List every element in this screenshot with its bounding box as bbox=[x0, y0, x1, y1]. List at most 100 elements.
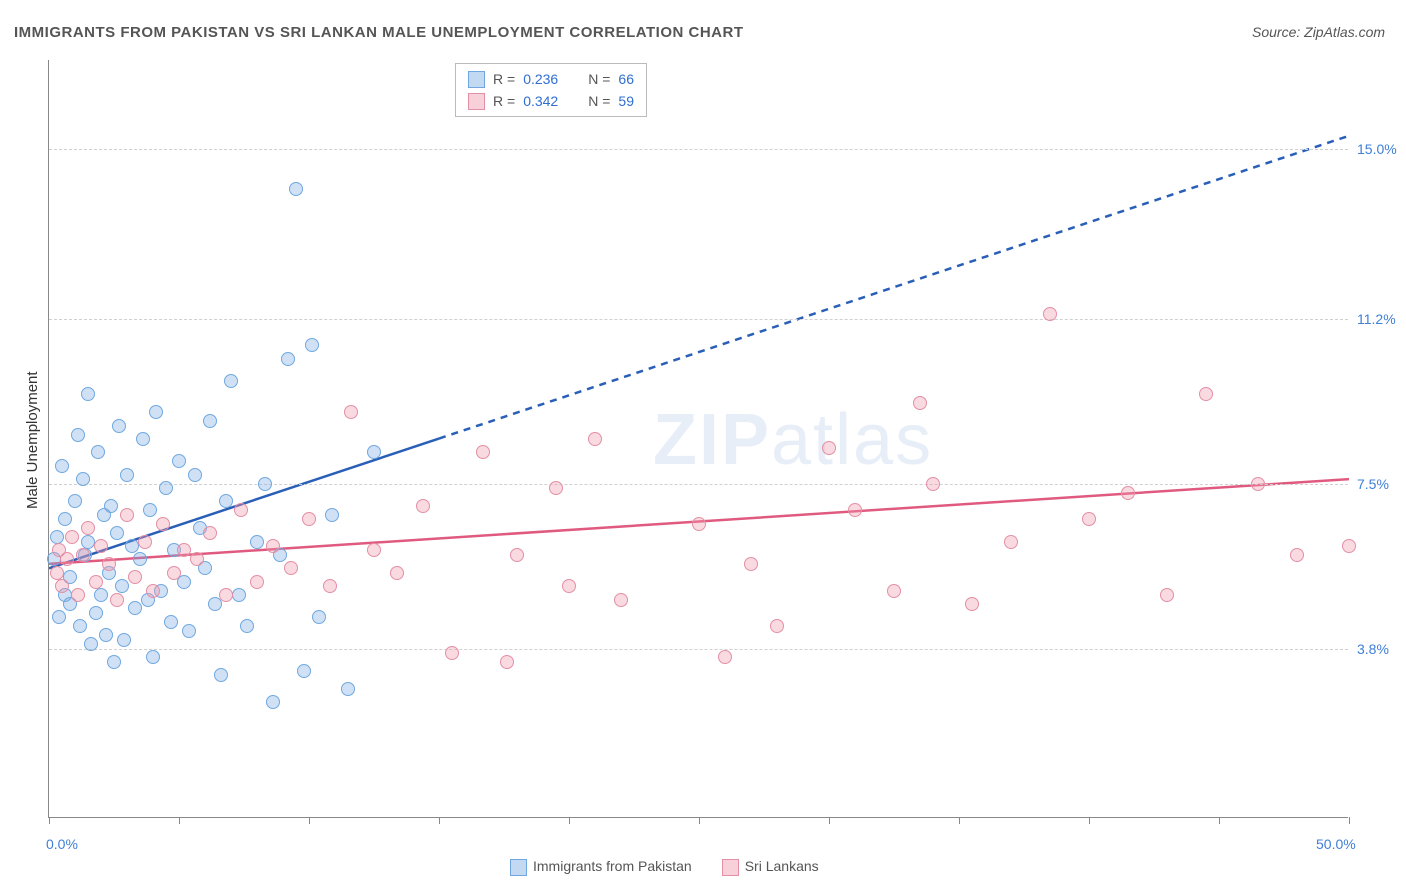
scatter-point bbox=[73, 619, 87, 633]
legend-row: R = 0.236N = 66 bbox=[468, 68, 634, 90]
scatter-point bbox=[190, 552, 204, 566]
scatter-point bbox=[149, 405, 163, 419]
gridline-h bbox=[49, 149, 1348, 150]
scatter-point bbox=[1199, 387, 1213, 401]
scatter-point bbox=[770, 619, 784, 633]
scatter-point bbox=[476, 445, 490, 459]
legend-row: R = 0.342 N = 59 bbox=[468, 90, 634, 112]
scatter-point bbox=[588, 432, 602, 446]
scatter-point bbox=[367, 543, 381, 557]
scatter-point bbox=[50, 530, 64, 544]
legend-n-value: 66 bbox=[618, 71, 634, 87]
scatter-point bbox=[71, 588, 85, 602]
scatter-point bbox=[107, 655, 121, 669]
trend-lines-layer bbox=[49, 60, 1349, 818]
y-tick-label: 15.0% bbox=[1357, 141, 1397, 157]
scatter-point bbox=[312, 610, 326, 624]
scatter-point bbox=[133, 552, 147, 566]
scatter-point bbox=[112, 419, 126, 433]
scatter-point bbox=[240, 619, 254, 633]
scatter-point bbox=[146, 650, 160, 664]
scatter-point bbox=[110, 593, 124, 607]
scatter-point bbox=[167, 566, 181, 580]
legend-item: Sri Lankans bbox=[722, 858, 819, 876]
legend-n-label: N = bbox=[588, 71, 610, 87]
scatter-point bbox=[445, 646, 459, 660]
legend-label: Sri Lankans bbox=[745, 858, 819, 874]
x-tick bbox=[959, 817, 960, 824]
scatter-point bbox=[76, 472, 90, 486]
scatter-point bbox=[76, 548, 90, 562]
scatter-point bbox=[125, 539, 139, 553]
watermark-bold: ZIP bbox=[653, 400, 771, 480]
scatter-point bbox=[887, 584, 901, 598]
scatter-point bbox=[510, 548, 524, 562]
scatter-point bbox=[159, 481, 173, 495]
scatter-point bbox=[305, 338, 319, 352]
scatter-point bbox=[136, 432, 150, 446]
scatter-point bbox=[188, 468, 202, 482]
scatter-point bbox=[289, 182, 303, 196]
scatter-point bbox=[1082, 512, 1096, 526]
scatter-point bbox=[250, 535, 264, 549]
scatter-point bbox=[50, 566, 64, 580]
x-tick bbox=[569, 817, 570, 824]
legend-label: Immigrants from Pakistan bbox=[533, 858, 692, 874]
legend-swatch bbox=[468, 71, 485, 88]
scatter-point bbox=[120, 508, 134, 522]
scatter-point bbox=[1121, 486, 1135, 500]
y-tick-label: 3.8% bbox=[1357, 641, 1389, 657]
legend-n-value: 59 bbox=[618, 93, 634, 109]
scatter-point bbox=[203, 526, 217, 540]
x-axis-min-label: 0.0% bbox=[46, 836, 78, 852]
scatter-point bbox=[81, 387, 95, 401]
scatter-point bbox=[232, 588, 246, 602]
legend-r-label: R = bbox=[493, 93, 515, 109]
scatter-point bbox=[94, 588, 108, 602]
correlation-legend: R = 0.236N = 66R = 0.342N = 59 bbox=[455, 63, 647, 117]
scatter-point bbox=[913, 396, 927, 410]
x-tick bbox=[1349, 817, 1350, 824]
scatter-point bbox=[219, 588, 233, 602]
scatter-point bbox=[234, 503, 248, 517]
scatter-point bbox=[224, 374, 238, 388]
scatter-point bbox=[266, 695, 280, 709]
scatter-point bbox=[549, 481, 563, 495]
scatter-point bbox=[128, 570, 142, 584]
scatter-point bbox=[120, 468, 134, 482]
legend-r-label: R = bbox=[493, 71, 515, 87]
scatter-point bbox=[164, 615, 178, 629]
scatter-point bbox=[416, 499, 430, 513]
y-tick-label: 11.2% bbox=[1357, 311, 1396, 327]
scatter-point bbox=[284, 561, 298, 575]
scatter-point bbox=[177, 543, 191, 557]
chart-container: { "title": { "text": "IMMIGRANTS FROM PA… bbox=[0, 0, 1406, 892]
scatter-point bbox=[614, 593, 628, 607]
scatter-point bbox=[94, 539, 108, 553]
scatter-point bbox=[182, 624, 196, 638]
scatter-point bbox=[281, 352, 295, 366]
scatter-point bbox=[562, 579, 576, 593]
legend-r-value: 0.342 bbox=[523, 93, 558, 109]
gridline-h bbox=[49, 484, 1348, 485]
scatter-point bbox=[110, 526, 124, 540]
legend-n-label: N = bbox=[588, 93, 610, 109]
x-tick bbox=[179, 817, 180, 824]
scatter-point bbox=[71, 428, 85, 442]
chart-title: IMMIGRANTS FROM PAKISTAN VS SRI LANKAN M… bbox=[14, 24, 743, 41]
scatter-point bbox=[1004, 535, 1018, 549]
scatter-point bbox=[172, 454, 186, 468]
scatter-point bbox=[848, 503, 862, 517]
scatter-point bbox=[965, 597, 979, 611]
scatter-point bbox=[926, 477, 940, 491]
scatter-point bbox=[344, 405, 358, 419]
x-tick bbox=[699, 817, 700, 824]
scatter-point bbox=[143, 503, 157, 517]
legend-item: Immigrants from Pakistan bbox=[510, 858, 692, 876]
scatter-point bbox=[55, 459, 69, 473]
scatter-point bbox=[744, 557, 758, 571]
scatter-point bbox=[1160, 588, 1174, 602]
scatter-point bbox=[65, 530, 79, 544]
scatter-point bbox=[1251, 477, 1265, 491]
x-tick bbox=[439, 817, 440, 824]
